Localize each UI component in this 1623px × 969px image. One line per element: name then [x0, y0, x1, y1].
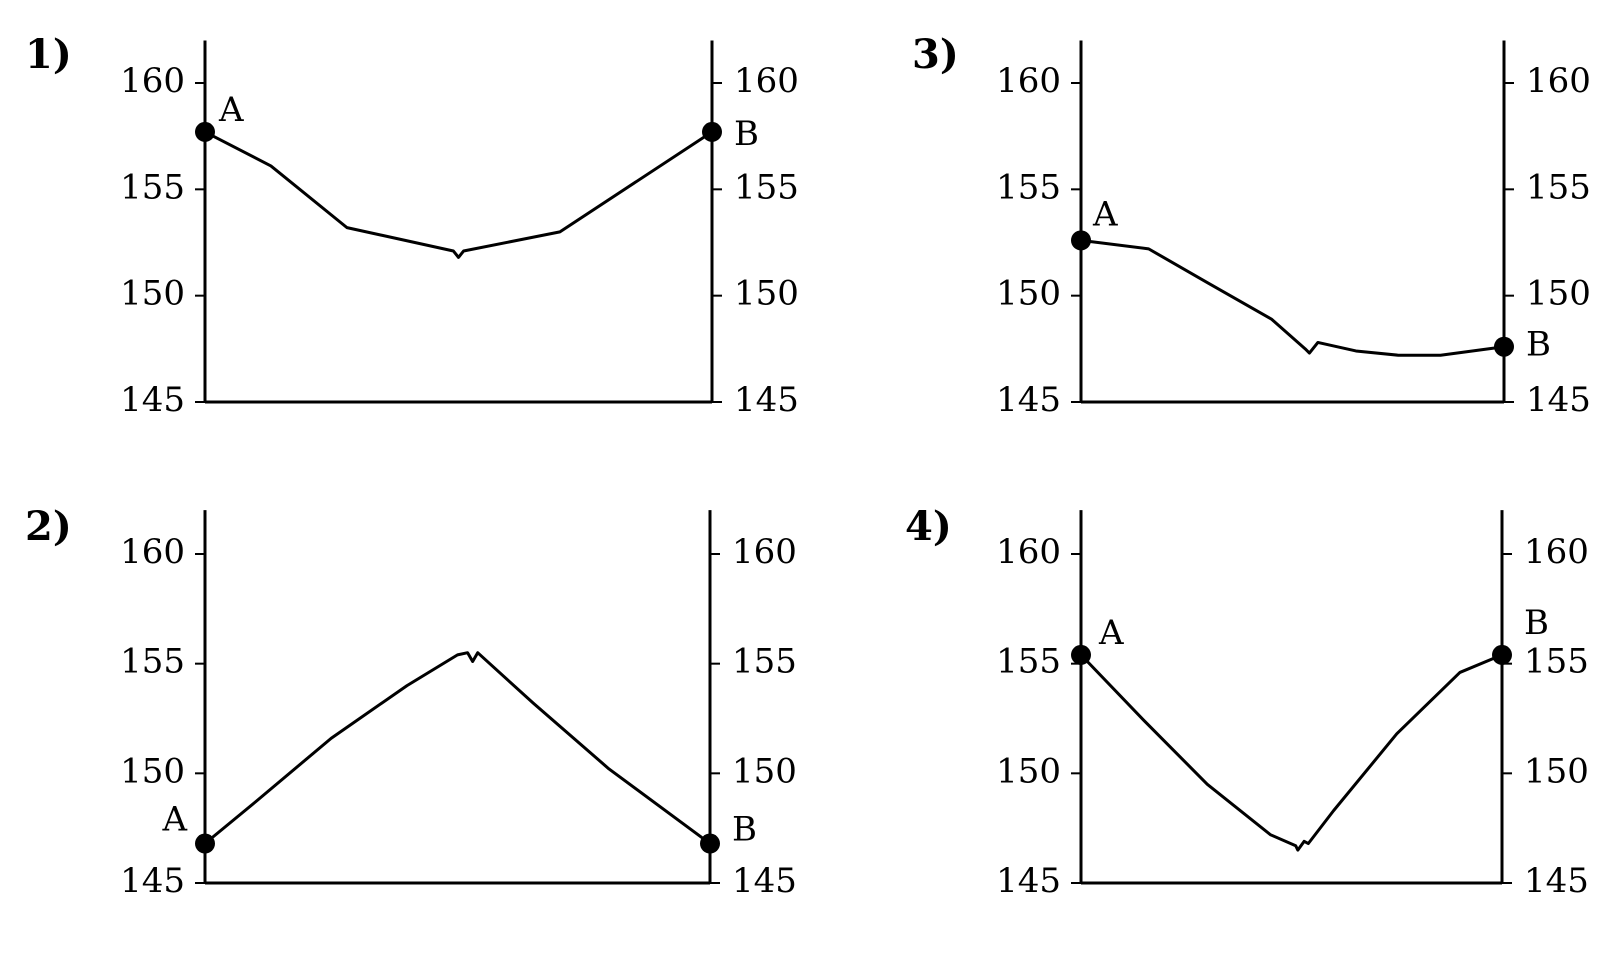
y2-tick-label: 150	[734, 274, 799, 314]
y-tick-label: 155	[996, 167, 1061, 207]
point-label: B	[1524, 603, 1549, 643]
point-label: B	[734, 114, 759, 154]
end-point	[700, 833, 720, 854]
end-point	[1071, 230, 1091, 251]
end-point	[195, 121, 215, 142]
y-tick-label: 160	[996, 532, 1061, 572]
y-tick-label: 160	[996, 61, 1061, 101]
y-tick-label: 160	[120, 532, 185, 572]
y-tick-label: 155	[996, 642, 1061, 682]
y-tick-label: 155	[120, 167, 185, 207]
y-tick-label: 145	[996, 380, 1061, 420]
y-tick-label: 150	[996, 751, 1061, 791]
y2-tick-label: 160	[732, 532, 797, 572]
y2-tick-label: 145	[734, 380, 799, 420]
y-tick-label: 150	[120, 751, 185, 791]
panel-label: 4)	[905, 503, 952, 550]
y-tick-label: 145	[996, 861, 1061, 901]
end-point	[1494, 336, 1514, 357]
profile-line	[1079, 653, 1503, 852]
end-point	[195, 833, 215, 854]
y-tick-label: 160	[120, 61, 185, 101]
end-point	[1071, 644, 1091, 665]
y2-tick-label: 155	[734, 167, 799, 207]
y2-tick-label: 145	[1524, 861, 1589, 901]
end-point	[1492, 644, 1512, 665]
point-label: A	[218, 90, 244, 130]
y2-tick-label: 155	[1526, 167, 1591, 207]
y2-tick-label: 160	[1526, 61, 1591, 101]
y-tick-label: 145	[120, 380, 185, 420]
y2-tick-label: 150	[1524, 751, 1589, 791]
y2-tick-label: 155	[732, 642, 797, 682]
y-tick-label: 150	[996, 274, 1061, 314]
point-label: B	[1526, 325, 1551, 365]
panel-label: 3)	[912, 31, 959, 78]
point-label: A	[161, 800, 187, 840]
point-label: B	[732, 810, 757, 850]
profile-line	[1080, 238, 1505, 357]
y2-tick-label: 145	[732, 861, 797, 901]
profile-line	[204, 651, 711, 845]
y2-tick-label: 150	[1526, 274, 1591, 314]
y-tick-label: 150	[120, 274, 185, 314]
panel-label: 2)	[25, 503, 72, 550]
end-point	[702, 121, 722, 142]
y-tick-label: 145	[120, 861, 185, 901]
y2-tick-label: 145	[1526, 380, 1591, 420]
y2-tick-label: 160	[734, 61, 799, 101]
y2-tick-label: 150	[732, 751, 797, 791]
panel-label: 1)	[25, 31, 72, 78]
point-label: A	[1098, 613, 1124, 653]
y2-tick-label: 160	[1524, 532, 1589, 572]
y-tick-label: 155	[120, 642, 185, 682]
point-label: A	[1092, 194, 1118, 234]
y2-tick-label: 155	[1524, 642, 1589, 682]
profile-line	[204, 130, 713, 259]
